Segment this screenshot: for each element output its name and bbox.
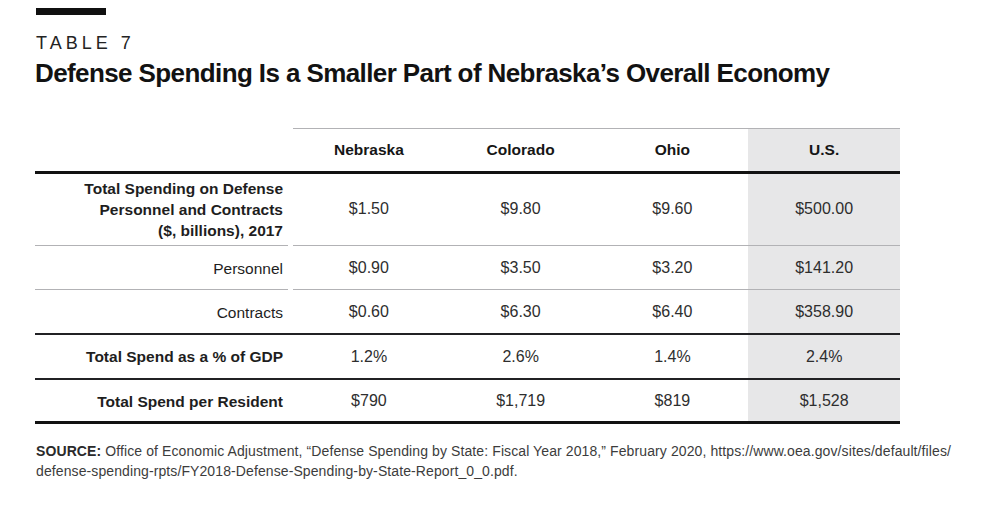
row-label-line: ($, billions), 2017 (158, 220, 283, 241)
cell-value: $819 (597, 379, 749, 423)
table-row: Total Spending on Defense Personnel and … (35, 172, 900, 246)
table-row: Total Spend per Resident $790 $1,719 $81… (35, 379, 900, 423)
cell-value: $1,719 (445, 379, 597, 423)
cell-value: $6.30 (445, 290, 597, 334)
divider-row1-data (293, 245, 900, 246)
row-label: Total Spend as a % of GDP (35, 334, 293, 379)
cell-value: $500.00 (748, 172, 900, 246)
cell-value: 2.4% (748, 334, 900, 379)
cell-value: $790 (293, 379, 445, 423)
cell-value: $0.90 (293, 246, 445, 290)
divider-row4-bottom (35, 378, 900, 380)
divider-row2-label (35, 289, 288, 290)
column-header-ohio: Ohio (597, 128, 749, 172)
divider-row2-data (293, 289, 900, 290)
table-row: Contracts $0.60 $6.30 $6.40 $358.90 (35, 290, 900, 334)
table-bottom-rule (35, 421, 900, 424)
header-row: Nebraska Colorado Ohio U.S. (35, 128, 900, 172)
source-text: Office of Economic Adjustment, “Defense … (105, 443, 951, 459)
cell-value: $358.90 (748, 290, 900, 334)
source-prefix: SOURCE: (36, 443, 101, 459)
source-line: defense-spending-rpts/FY2018-Defense-Spe… (36, 461, 981, 481)
row-label-line: Total Spending on Defense (84, 178, 283, 199)
cell-value: $9.80 (445, 172, 597, 246)
row-label-line: Personnel and Contracts (100, 199, 283, 220)
row-label: Contracts (35, 290, 293, 334)
kicker-bar (36, 8, 106, 15)
cell-value: $3.20 (597, 246, 749, 290)
cell-value: 1.2% (293, 334, 445, 379)
cell-value: $141.20 (748, 246, 900, 290)
cell-value: 1.4% (597, 334, 749, 379)
divider-header-top (293, 128, 900, 129)
row-label: Total Spend per Resident (35, 379, 293, 423)
cell-value: 2.6% (445, 334, 597, 379)
source-line: SOURCE: Office of Economic Adjustment, “… (36, 441, 981, 461)
divider-row1-label (35, 245, 288, 246)
cell-value: $1.50 (293, 172, 445, 246)
column-header-nebraska: Nebraska (293, 128, 445, 172)
divider-header-bottom (35, 171, 900, 174)
data-table: Nebraska Colorado Ohio U.S. Total Spendi… (35, 128, 900, 424)
column-header-colorado: Colorado (445, 128, 597, 172)
table-row: Personnel $0.90 $3.50 $3.20 $141.20 (35, 246, 900, 290)
cell-value: $3.50 (445, 246, 597, 290)
cell-value: $0.60 (293, 290, 445, 334)
cell-value: $6.40 (597, 290, 749, 334)
row-label: Total Spending on Defense Personnel and … (35, 172, 293, 246)
column-header-us: U.S. (748, 128, 900, 172)
table-row: Total Spend as a % of GDP 1.2% 2.6% 1.4%… (35, 334, 900, 379)
cell-value: $9.60 (597, 172, 749, 246)
table-title: Defense Spending Is a Smaller Part of Ne… (35, 58, 829, 89)
row-label: Personnel (35, 246, 293, 290)
divider-row3-bottom (35, 333, 900, 335)
cell-value: $1,528 (748, 379, 900, 423)
table-number-kicker: TABLE 7 (36, 33, 135, 54)
source-note: SOURCE: Office of Economic Adjustment, “… (36, 441, 981, 481)
header-empty-cell (35, 128, 293, 172)
